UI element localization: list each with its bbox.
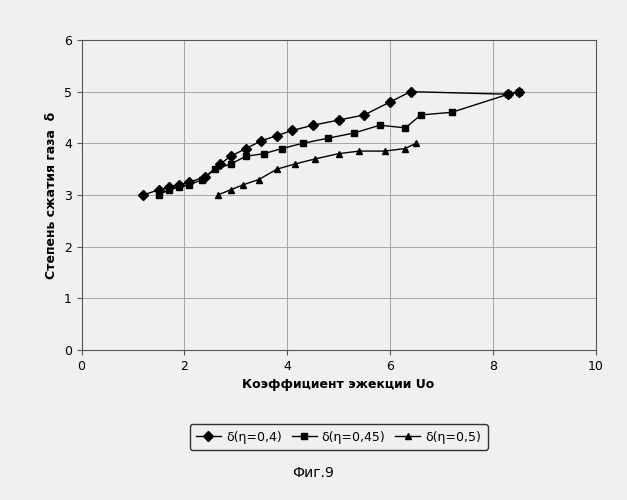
δ(η=0,5) [381, 148, 389, 154]
δ(η=0,45) [199, 176, 206, 182]
δ(η=0,4) [386, 99, 394, 105]
δ(η=0,45) [186, 182, 193, 188]
δ(η=0,45) [155, 192, 162, 198]
δ(η=0,4) [407, 88, 414, 94]
δ(η=0,5) [291, 161, 298, 167]
δ(η=0,45) [325, 135, 332, 141]
δ(η=0,4) [242, 146, 250, 152]
δ(η=0,4) [201, 174, 209, 180]
δ(η=0,45) [515, 88, 522, 94]
Line: δ(η=0,5): δ(η=0,5) [214, 140, 419, 198]
δ(η=0,4) [505, 91, 512, 97]
δ(η=0,45) [211, 166, 219, 172]
δ(η=0,4) [515, 88, 522, 94]
δ(η=0,4) [273, 132, 281, 138]
δ(η=0,45) [176, 184, 183, 190]
δ(η=0,5) [335, 150, 342, 156]
δ(η=0,5) [227, 187, 234, 193]
δ(η=0,4) [288, 128, 296, 134]
δ(η=0,4) [176, 182, 183, 188]
δ(η=0,45) [505, 91, 512, 97]
δ(η=0,45) [299, 140, 307, 146]
δ(η=0,45) [278, 146, 286, 152]
δ(η=0,5) [402, 146, 409, 152]
δ(η=0,4) [155, 187, 162, 193]
δ(η=0,5) [240, 182, 247, 188]
δ(η=0,4) [165, 184, 172, 190]
δ(η=0,45) [260, 150, 268, 156]
X-axis label: Коэффициент эжекции Uo: Коэффициент эжекции Uo [243, 378, 435, 392]
δ(η=0,5) [356, 148, 363, 154]
δ(η=0,45) [417, 112, 424, 118]
Text: Фиг.9: Фиг.9 [293, 466, 334, 480]
Line: δ(η=0,45): δ(η=0,45) [155, 88, 522, 198]
δ(η=0,5) [412, 140, 419, 146]
δ(η=0,45) [402, 125, 409, 131]
δ(η=0,45) [376, 122, 384, 128]
δ(η=0,5) [214, 192, 221, 198]
δ(η=0,4) [139, 192, 147, 198]
δ(η=0,4) [186, 179, 193, 185]
δ(η=0,5) [273, 166, 281, 172]
δ(η=0,4) [309, 122, 317, 128]
δ(η=0,45) [227, 161, 234, 167]
δ(η=0,45) [448, 110, 455, 116]
Y-axis label: Степень сжатия газа  δ: Степень сжатия газа δ [45, 112, 58, 278]
δ(η=0,45) [350, 130, 358, 136]
δ(η=0,4) [335, 117, 342, 123]
δ(η=0,4) [258, 138, 265, 144]
δ(η=0,5) [312, 156, 319, 162]
δ(η=0,45) [242, 153, 250, 159]
δ(η=0,4) [216, 161, 224, 167]
δ(η=0,4) [361, 112, 368, 118]
δ(η=0,4) [227, 153, 234, 159]
Legend: δ(η=0,4), δ(η=0,45), δ(η=0,5): δ(η=0,4), δ(η=0,45), δ(η=0,5) [189, 424, 488, 450]
Line: δ(η=0,4): δ(η=0,4) [140, 88, 522, 198]
δ(η=0,5) [255, 176, 263, 182]
δ(η=0,45) [165, 187, 172, 193]
